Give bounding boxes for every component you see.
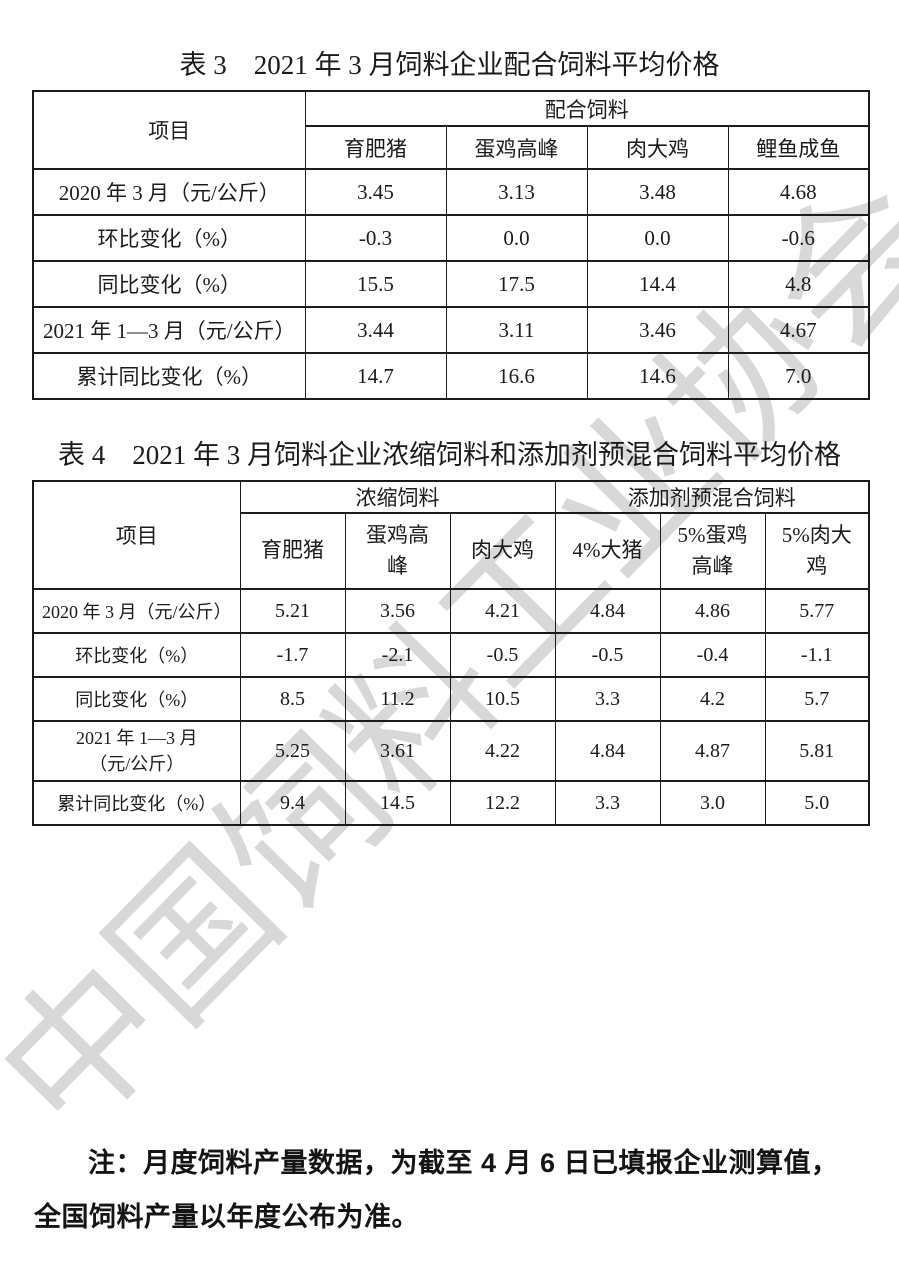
table4-header-row-2: 育肥猪 蛋鸡高峰 肉大鸡 4%大猪 5%蛋鸡高峰 5%肉大鸡 bbox=[33, 512, 870, 590]
table4-group2-header: 添加剂预混合饲料 bbox=[554, 480, 870, 514]
column-header: 鲤鱼成鱼 bbox=[727, 125, 870, 170]
value-cell: 3.13 bbox=[445, 168, 588, 216]
value-cell: 3.46 bbox=[586, 306, 729, 354]
row-label-line2: （元/公斤） bbox=[89, 754, 185, 774]
row-label: 环比变化（%） bbox=[32, 632, 241, 678]
value-cell: 14.7 bbox=[304, 352, 447, 400]
value-cell: -0.5 bbox=[554, 632, 661, 678]
value-cell: -1.7 bbox=[239, 632, 346, 678]
column-header: 蛋鸡高峰 bbox=[445, 125, 588, 170]
value-cell: 7.0 bbox=[727, 352, 870, 400]
value-cell: 3.11 bbox=[445, 306, 588, 354]
table-row: 2020 年 3 月（元/公斤） 5.21 3.56 4.21 4.84 4.8… bbox=[32, 588, 870, 634]
value-cell: 5.7 bbox=[764, 676, 870, 722]
value-cell: -1.1 bbox=[764, 632, 870, 678]
table-row: 累计同比变化（%） 9.4 14.5 12.2 3.3 3.0 5.0 bbox=[32, 780, 870, 826]
value-cell: -2.1 bbox=[344, 632, 451, 678]
column-header: 5%蛋鸡高峰 bbox=[659, 512, 766, 590]
value-cell: 14.5 bbox=[344, 780, 451, 826]
row-label: 2021 年 1—3 月（元/公斤） bbox=[32, 306, 306, 354]
table3-item-header: 项目 bbox=[32, 90, 306, 170]
value-cell: -0.6 bbox=[727, 214, 870, 262]
value-cell: 3.3 bbox=[554, 780, 661, 826]
table-row: 环比变化（%） -0.3 0.0 0.0 -0.6 bbox=[32, 214, 870, 262]
row-label: 累计同比变化（%） bbox=[32, 352, 306, 400]
value-cell: 5.0 bbox=[764, 780, 870, 826]
table3-header-row-2: 育肥猪 蛋鸡高峰 肉大鸡 鲤鱼成鱼 bbox=[33, 125, 870, 170]
column-header: 育肥猪 bbox=[239, 512, 346, 590]
table4-concentrate-premix-price: 项目 浓缩饲料 添加剂预混合饲料 育肥猪 蛋鸡高峰 肉大鸡 4%大猪 5%蛋鸡高… bbox=[32, 480, 870, 826]
value-cell: 15.5 bbox=[304, 260, 447, 308]
row-label: 同比变化（%） bbox=[32, 676, 241, 722]
value-cell: 4.67 bbox=[727, 306, 870, 354]
column-header: 肉大鸡 bbox=[586, 125, 729, 170]
value-cell: 4.84 bbox=[554, 720, 661, 782]
row-label: 2020 年 3 月（元/公斤） bbox=[32, 168, 306, 216]
value-cell: 3.45 bbox=[304, 168, 447, 216]
value-cell: 12.2 bbox=[449, 780, 556, 826]
value-cell: 8.5 bbox=[239, 676, 346, 722]
table4-group1-header: 浓缩饲料 bbox=[239, 480, 556, 514]
table3-title: 表 3 2021 年 3 月饲料企业配合饲料平均价格 bbox=[179, 50, 720, 80]
table-row: 2021 年 1—3 月（元/公斤） 3.44 3.11 3.46 4.67 bbox=[32, 306, 870, 354]
value-cell: 3.56 bbox=[344, 588, 451, 634]
value-cell: 4.22 bbox=[449, 720, 556, 782]
value-cell: 14.6 bbox=[586, 352, 729, 400]
table-row: 2021 年 1—3 月 （元/公斤） 5.25 3.61 4.22 4.84 … bbox=[32, 720, 870, 782]
row-label: 2020 年 3 月（元/公斤） bbox=[32, 588, 241, 634]
table3-compound-feed-price: 项目 配合饲料 育肥猪 蛋鸡高峰 肉大鸡 鲤鱼成鱼 2020 年 3 月（元/公… bbox=[32, 90, 870, 400]
value-cell: 4.8 bbox=[727, 260, 870, 308]
table3-header-row-1: 项目 配合饲料 bbox=[32, 90, 870, 170]
table4-title: 表 4 2021 年 3 月饲料企业浓缩饲料和添加剂预混合饲料平均价格 bbox=[58, 440, 841, 470]
row-label: 同比变化（%） bbox=[32, 260, 306, 308]
value-cell: 16.6 bbox=[445, 352, 588, 400]
value-cell: 3.48 bbox=[586, 168, 729, 216]
value-cell: 4.86 bbox=[659, 588, 766, 634]
row-label: 2021 年 1—3 月 （元/公斤） bbox=[32, 720, 241, 782]
table-row: 2020 年 3 月（元/公斤） 3.45 3.13 3.48 4.68 bbox=[32, 168, 870, 216]
table-row: 累计同比变化（%） 14.7 16.6 14.6 7.0 bbox=[32, 352, 870, 400]
value-cell: 5.81 bbox=[764, 720, 870, 782]
value-cell: 3.44 bbox=[304, 306, 447, 354]
table4-item-header: 项目 bbox=[32, 480, 241, 590]
row-label: 累计同比变化（%） bbox=[32, 780, 241, 826]
value-cell: 3.3 bbox=[554, 676, 661, 722]
column-header: 蛋鸡高峰 bbox=[344, 512, 451, 590]
value-cell: -0.4 bbox=[659, 632, 766, 678]
value-cell: 3.61 bbox=[344, 720, 451, 782]
value-cell: 3.0 bbox=[659, 780, 766, 826]
table-row: 环比变化（%） -1.7 -2.1 -0.5 -0.5 -0.4 -1.1 bbox=[32, 632, 870, 678]
value-cell: 9.4 bbox=[239, 780, 346, 826]
column-header: 肉大鸡 bbox=[449, 512, 556, 590]
value-cell: 5.77 bbox=[764, 588, 870, 634]
value-cell: 17.5 bbox=[445, 260, 588, 308]
value-cell: 4.84 bbox=[554, 588, 661, 634]
column-header: 5%肉大鸡 bbox=[764, 512, 870, 590]
table-row: 同比变化（%） 8.5 11.2 10.5 3.3 4.2 5.7 bbox=[32, 676, 870, 722]
value-cell: 5.21 bbox=[239, 588, 346, 634]
table-row: 同比变化（%） 15.5 17.5 14.4 4.8 bbox=[32, 260, 870, 308]
value-cell: 4.68 bbox=[727, 168, 870, 216]
value-cell: 14.4 bbox=[586, 260, 729, 308]
note-text: 注：月度饲料产量数据，为截至 4 月 6 日已填报企业测算值，全国饲料产量以年度… bbox=[34, 1148, 839, 1232]
value-cell: -0.5 bbox=[449, 632, 556, 678]
row-label: 环比变化（%） bbox=[32, 214, 306, 262]
value-cell: 4.87 bbox=[659, 720, 766, 782]
table3-group-header: 配合饲料 bbox=[304, 90, 870, 127]
value-cell: 0.0 bbox=[586, 214, 729, 262]
table4-header-row-1: 项目 浓缩饲料 添加剂预混合饲料 bbox=[32, 480, 870, 590]
value-cell: 4.21 bbox=[449, 588, 556, 634]
row-label-line1: 2021 年 1—3 月 bbox=[76, 727, 198, 748]
column-header: 4%大猪 bbox=[554, 512, 661, 590]
value-cell: 4.2 bbox=[659, 676, 766, 722]
value-cell: 5.25 bbox=[239, 720, 346, 782]
value-cell: -0.3 bbox=[304, 214, 447, 262]
column-header: 育肥猪 bbox=[304, 125, 447, 170]
value-cell: 11.2 bbox=[344, 676, 451, 722]
value-cell: 0.0 bbox=[445, 214, 588, 262]
value-cell: 10.5 bbox=[449, 676, 556, 722]
